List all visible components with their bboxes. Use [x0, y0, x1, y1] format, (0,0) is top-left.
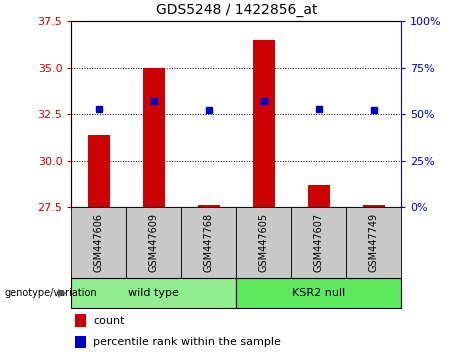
Bar — [88, 135, 110, 207]
Bar — [71, 207, 126, 278]
Bar — [236, 278, 401, 308]
Bar — [291, 207, 346, 278]
Text: percentile rank within the sample: percentile rank within the sample — [93, 337, 281, 347]
Text: count: count — [93, 316, 124, 326]
Bar — [71, 278, 236, 308]
Text: GSM447606: GSM447606 — [94, 213, 104, 272]
Bar — [253, 40, 275, 207]
Text: ▶: ▶ — [59, 288, 67, 298]
Bar — [126, 207, 181, 278]
Bar — [363, 205, 384, 207]
Bar — [307, 185, 330, 207]
Bar — [236, 207, 291, 278]
Text: GSM447605: GSM447605 — [259, 213, 269, 272]
Text: GSM447609: GSM447609 — [149, 213, 159, 272]
Text: GSM447768: GSM447768 — [204, 213, 214, 272]
Bar — [75, 314, 86, 327]
Bar — [181, 207, 236, 278]
Text: GSM447607: GSM447607 — [313, 213, 324, 272]
Title: GDS5248 / 1422856_at: GDS5248 / 1422856_at — [155, 4, 317, 17]
Text: GSM447749: GSM447749 — [369, 213, 378, 272]
Bar — [198, 205, 220, 207]
Bar — [346, 207, 401, 278]
Bar — [143, 68, 165, 207]
Bar — [75, 336, 86, 348]
Text: KSR2 null: KSR2 null — [292, 288, 345, 298]
Text: genotype/variation: genotype/variation — [5, 288, 97, 298]
Text: wild type: wild type — [129, 288, 179, 298]
